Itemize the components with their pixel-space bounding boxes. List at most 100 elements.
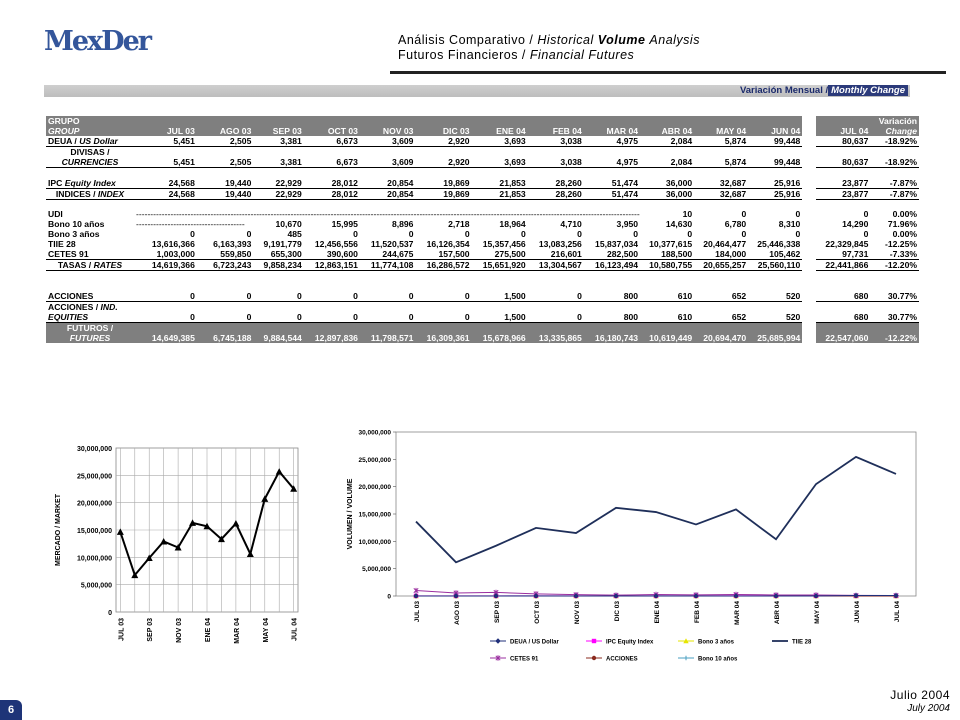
value-cell: 25,685,994 (748, 332, 803, 343)
data-point (591, 638, 597, 644)
month-header: JUN 04 (748, 126, 803, 136)
table-row (46, 199, 919, 209)
x-tick-label: SEP 03 (147, 618, 154, 642)
x-tick-label: NOV 03 (176, 618, 183, 643)
x-tick-label: NOV 03 (574, 601, 581, 625)
y-tick-label: 0 (108, 610, 112, 617)
value-cell: 1,500 (471, 311, 528, 323)
value-cell: 0 (303, 311, 360, 323)
table-row: Bono 10 años ----------------------------… (46, 219, 919, 229)
value-cell: 10,670 (275, 219, 302, 229)
data-point (653, 593, 659, 599)
row-label: TASAS / RATES (46, 259, 134, 271)
data-point (573, 593, 579, 599)
banner-label: Variación Mensual / Monthly Change (740, 85, 908, 97)
banner-es: Variación Mensual / (739, 85, 829, 96)
y-tick-label: 30,000,000 (77, 446, 112, 453)
row-label-en: IND. (100, 301, 118, 312)
value-cell: 3,609 (359, 157, 416, 168)
y-tick-label: 30,000,000 (358, 430, 391, 437)
value-cell: 610 (640, 290, 695, 302)
value-cell: 0 (353, 229, 358, 239)
spacer-cell (415, 168, 471, 178)
spacer-cell (415, 281, 471, 291)
spacer-cell (528, 147, 584, 158)
value-cell: 2,718 (448, 219, 470, 229)
value-cell: 19,440 (196, 188, 254, 200)
value-cell: 3,693 (471, 157, 528, 168)
spacer-cell (640, 168, 694, 178)
y-tick-label: 20,000,000 (77, 501, 112, 508)
value-cell: 3,609 (359, 136, 416, 147)
spacer-cell (528, 168, 584, 178)
x-tick-label: JUL 04 (292, 618, 299, 641)
value-cell: 652 (694, 290, 749, 302)
value-cell: 390,600 (303, 249, 360, 260)
data-point (413, 593, 419, 599)
value-cell: 188,500 (640, 249, 695, 260)
value-cell: 6,780 (724, 219, 747, 229)
value-cell: 3,038 (527, 136, 584, 147)
table-row: DEUA / US Dollar 5,451 2,505 3,381 6,673 3,60… (46, 136, 919, 147)
variation-header-es: Variación (870, 116, 919, 126)
value-cell: 16,123,494 (583, 259, 641, 271)
value-cell: 4,975 (583, 157, 641, 168)
value-cell: 99,448 (748, 157, 803, 168)
x-tick-label: MAR 04 (734, 601, 741, 625)
spacer-cell (304, 301, 360, 312)
spacer-cell (584, 301, 640, 312)
value-cell: 0 (795, 209, 801, 219)
value-cell: 0 (134, 290, 197, 302)
header-line1-en-a: Historical (537, 33, 594, 47)
value-cell: 12,456,556 (314, 239, 358, 249)
month-header: SEP 03 (253, 126, 304, 136)
spacer-cell (360, 301, 416, 312)
spacer-cell (802, 280, 817, 291)
x-tick-label: MAY 04 (263, 618, 270, 643)
spacer-cell (748, 322, 803, 333)
spacer-cell (304, 271, 360, 281)
table-row: EQUITIES 0 0 0 0 0 0 1,500 0 800 610 652 520 680 30.77… (46, 311, 919, 323)
spacer-cell (694, 147, 748, 158)
spacer-cell (472, 301, 528, 312)
x-tick-label: ABR 04 (774, 601, 781, 625)
column-gap (802, 209, 817, 219)
header-blank (253, 116, 304, 126)
data-point (261, 495, 269, 502)
table-row: UDI -------------------------------------… (46, 209, 919, 219)
value-cell: 0 (246, 229, 252, 239)
x-tick-label: MAY 04 (814, 601, 821, 624)
value-cell: 14,649,385 (134, 332, 197, 343)
last-value-cell: 0 (863, 209, 869, 219)
legend-label: CETES 91 (510, 657, 539, 663)
spacer-cell (196, 322, 254, 333)
value-cell: 28,260 (527, 188, 584, 200)
row-label: TIIE 28 (46, 239, 134, 249)
value-cell: 0 (687, 229, 693, 239)
value-cell: 2,505 (196, 136, 254, 147)
spacer-cell (584, 147, 640, 158)
data-point (174, 544, 182, 551)
last-value-cell: 22,329,845 (825, 239, 869, 249)
change-cell: 71.96% (887, 219, 917, 229)
value-cell: 0 (741, 209, 747, 219)
row-label: IPC Equity Index (46, 177, 134, 189)
spacer-cell (748, 199, 802, 209)
spacer-cell (134, 168, 197, 178)
spacer-cell (253, 281, 303, 291)
spacer-cell (802, 199, 817, 209)
column-gap (802, 239, 817, 249)
value-cell: 20,655,257 (694, 259, 749, 271)
spacer-cell (253, 301, 303, 312)
spacer-cell (197, 168, 254, 178)
date-es: Julio 2004 (890, 688, 950, 702)
value-cell: 15,678,966 (471, 332, 528, 343)
spacer-cell (870, 147, 919, 158)
row-label-es: DIVISAS / (70, 147, 110, 157)
month-header: FEB 04 (527, 126, 584, 136)
value-cell: 16,309,361 (415, 332, 472, 343)
value-cell: 20,854 (359, 188, 416, 200)
column-gap (802, 146, 817, 157)
y-tick-label: 20,000,000 (358, 484, 391, 491)
value-cell: 5,874 (694, 136, 749, 147)
